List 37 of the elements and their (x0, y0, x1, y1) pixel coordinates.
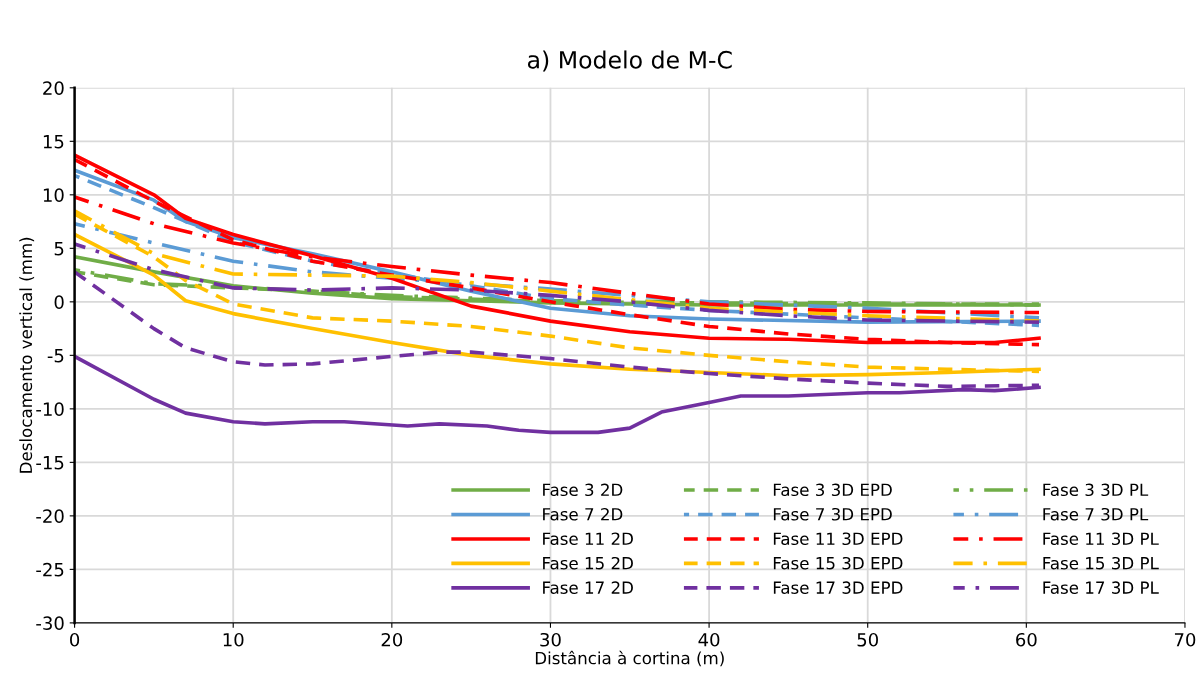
legend-label: Fase 17 3D EPD (773, 581, 903, 594)
legend-label: Fase 3 3D EPD (773, 483, 892, 497)
y-tick-label: -30 (36, 616, 64, 630)
x-tick-label: 10 (223, 632, 244, 647)
legend-label: Fase 11 3D PL (1043, 532, 1159, 546)
legend-label: Fase 15 2D (543, 556, 633, 570)
x-tick-label: 40 (698, 632, 720, 647)
x-tick-label: 60 (1016, 632, 1037, 647)
x-tick-label: 70 (1174, 632, 1196, 647)
y-tick-label: 15 (43, 135, 64, 149)
y-tick-label: -25 (36, 562, 64, 577)
legend-label: Fase 7 2D (543, 507, 623, 521)
legend-label: Fase 3 3D PL (1043, 483, 1149, 497)
x-tick-label: 0 (70, 632, 80, 647)
legend-label: Fase 15 3D PL (1043, 556, 1159, 570)
x-tick-label: 30 (540, 632, 561, 647)
legend-label: Fase 11 2D (543, 532, 633, 546)
legend-label: Fase 15 3D EPD (773, 556, 903, 570)
y-tick-label: -10 (36, 402, 64, 416)
chart-title: a) Modelo de M-C (527, 50, 732, 72)
legend-label: Fase 17 3D PL (1043, 581, 1159, 594)
legend-label: Fase 7 3D PL (1043, 507, 1149, 521)
y-tick-label: -5 (47, 349, 64, 363)
y-tick-label: -15 (36, 456, 64, 470)
legend-label: Fase 11 3D EPD (773, 532, 903, 546)
x-tick-label: 50 (857, 632, 878, 647)
y-tick-label: 5 (54, 242, 64, 256)
x-axis-title: Distância à cortina (m) (535, 650, 724, 667)
legend-label: Fase 17 2D (543, 581, 633, 594)
y-axis-title: Deslocamento vertical (mm) (19, 237, 35, 473)
y-tick-label: 20 (43, 81, 64, 95)
y-tick-label: -20 (36, 509, 64, 523)
legend-label: Fase 7 3D EPD (773, 507, 892, 521)
legend-label: Fase 3 2D (543, 483, 623, 497)
y-tick-label: 0 (54, 295, 64, 309)
y-tick-label: 10 (43, 188, 64, 202)
x-tick-label: 20 (381, 632, 403, 647)
